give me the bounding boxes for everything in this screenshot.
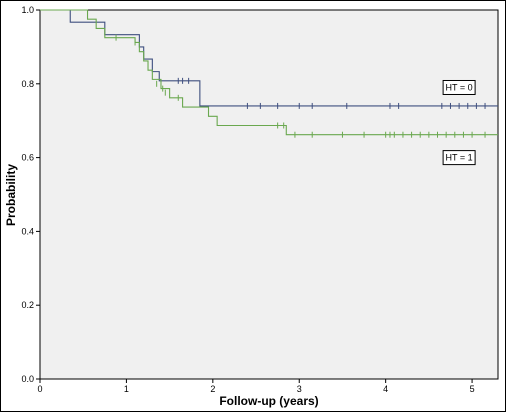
- series-label: HT = 0: [446, 82, 473, 92]
- survival-curves: [40, 9, 498, 138]
- x-tick-label: 3: [297, 384, 302, 394]
- y-tick-label: 0.0: [21, 374, 34, 384]
- series-label: HT = 1: [446, 153, 473, 163]
- series-labels: HT = 0 HT = 1: [442, 79, 476, 166]
- x-tick-label: 0: [37, 384, 42, 394]
- x-tick-label: 4: [383, 384, 388, 394]
- x-tick-label: 1: [124, 384, 129, 394]
- series-label-box: [442, 150, 476, 166]
- y-tick-label: 1.0: [21, 5, 34, 15]
- y-tick-label: 0.2: [21, 300, 34, 310]
- x-axis-ticks: 0 1 2 3 4 5: [37, 379, 475, 394]
- y-axis-ticks: 0.0 0.2 0.4 0.6 0.8 1.0: [21, 5, 40, 384]
- survival-line-1: [40, 9, 498, 136]
- y-tick-label: 0.8: [21, 79, 34, 89]
- x-tick-label: 5: [470, 384, 475, 394]
- series-label-box: [442, 79, 476, 95]
- plot-area: [39, 9, 499, 380]
- y-axis-title: Probability: [4, 164, 18, 226]
- x-axis-title: Follow-up (years): [219, 394, 318, 408]
- x-tick-label: 2: [210, 384, 215, 394]
- y-tick-label: 0.4: [21, 226, 34, 236]
- y-tick-label: 0.6: [21, 153, 34, 163]
